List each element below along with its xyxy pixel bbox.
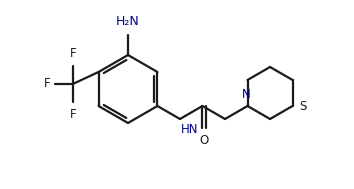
Text: H₂N: H₂N [116, 15, 140, 28]
Text: N: N [242, 88, 251, 101]
Text: O: O [199, 134, 209, 147]
Text: F: F [44, 77, 50, 90]
Text: F: F [70, 47, 76, 60]
Text: S: S [299, 99, 307, 112]
Text: F: F [70, 108, 76, 121]
Text: HN: HN [181, 123, 199, 136]
